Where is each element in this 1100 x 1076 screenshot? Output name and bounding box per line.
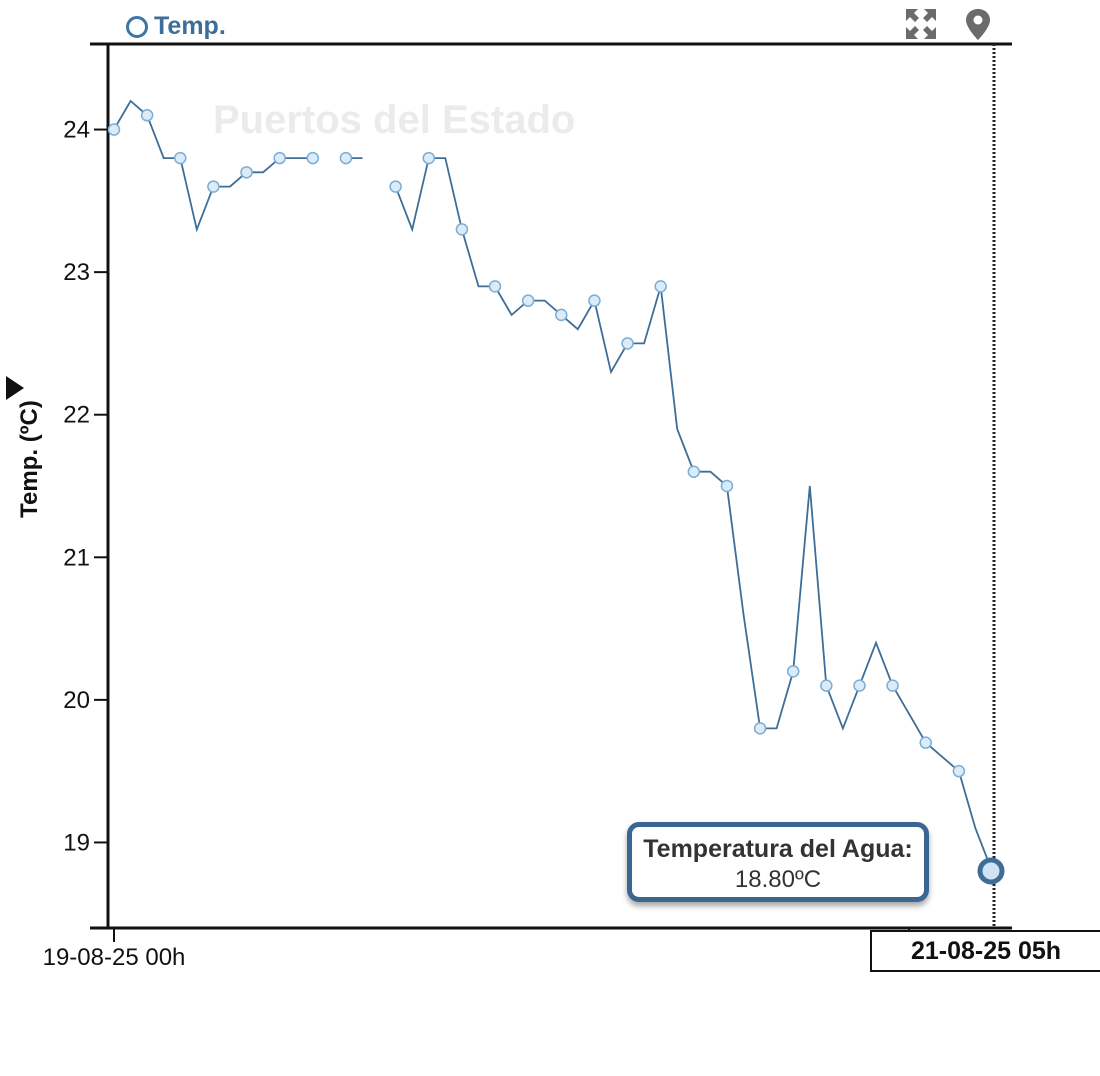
data-point <box>107 123 121 136</box>
y-tick-label: 19 <box>63 829 90 856</box>
data-point <box>555 308 568 322</box>
data-point <box>455 223 469 236</box>
y-tick-label: 24 <box>63 117 90 144</box>
data-point <box>952 764 966 778</box>
data-point <box>853 679 866 692</box>
data-point <box>521 294 535 307</box>
tooltip-value: 18.80ºC <box>734 866 822 893</box>
data-point <box>687 465 701 478</box>
value-tooltip: Temperatura del Agua: 18.80ºC <box>627 822 929 902</box>
data-point <box>174 151 187 165</box>
data-point <box>488 280 502 293</box>
data-point <box>621 337 634 350</box>
series-line <box>394 157 993 872</box>
highlighted-point <box>977 857 1005 885</box>
y-tick-label: 20 <box>63 687 90 714</box>
data-point <box>389 180 402 193</box>
y-tick-label: 23 <box>63 259 90 286</box>
tooltip-title: Temperatura del Agua: <box>643 835 913 863</box>
watermark: Puertos del Estado <box>213 98 576 142</box>
data-point <box>422 151 436 165</box>
legend-item-temp[interactable]: Temp. <box>126 12 226 41</box>
data-point <box>306 151 320 165</box>
data-point <box>240 166 253 179</box>
expand-icon[interactable] <box>903 6 939 42</box>
x-tick-label: 19-08-25 00h <box>43 944 186 971</box>
data-point <box>886 679 899 692</box>
data-point <box>273 151 286 165</box>
data-point <box>720 479 734 493</box>
data-point <box>140 109 154 122</box>
data-point <box>654 280 667 293</box>
axis-toggle-arrow-icon[interactable] <box>6 376 24 400</box>
data-point <box>753 722 767 735</box>
y-tick-label: 22 <box>63 402 90 429</box>
legend-label: Temp. <box>154 12 226 40</box>
x-cursor-label: 21-08-25 05h <box>870 930 1100 972</box>
map-pin-icon[interactable] <box>960 6 996 42</box>
legend-marker-icon <box>126 15 148 38</box>
data-point <box>919 736 932 749</box>
y-tick-label: 21 <box>63 544 90 571</box>
data-point <box>339 151 353 165</box>
data-point <box>207 180 220 193</box>
data-point <box>588 294 601 307</box>
data-point <box>820 679 833 692</box>
data-point <box>786 665 800 678</box>
